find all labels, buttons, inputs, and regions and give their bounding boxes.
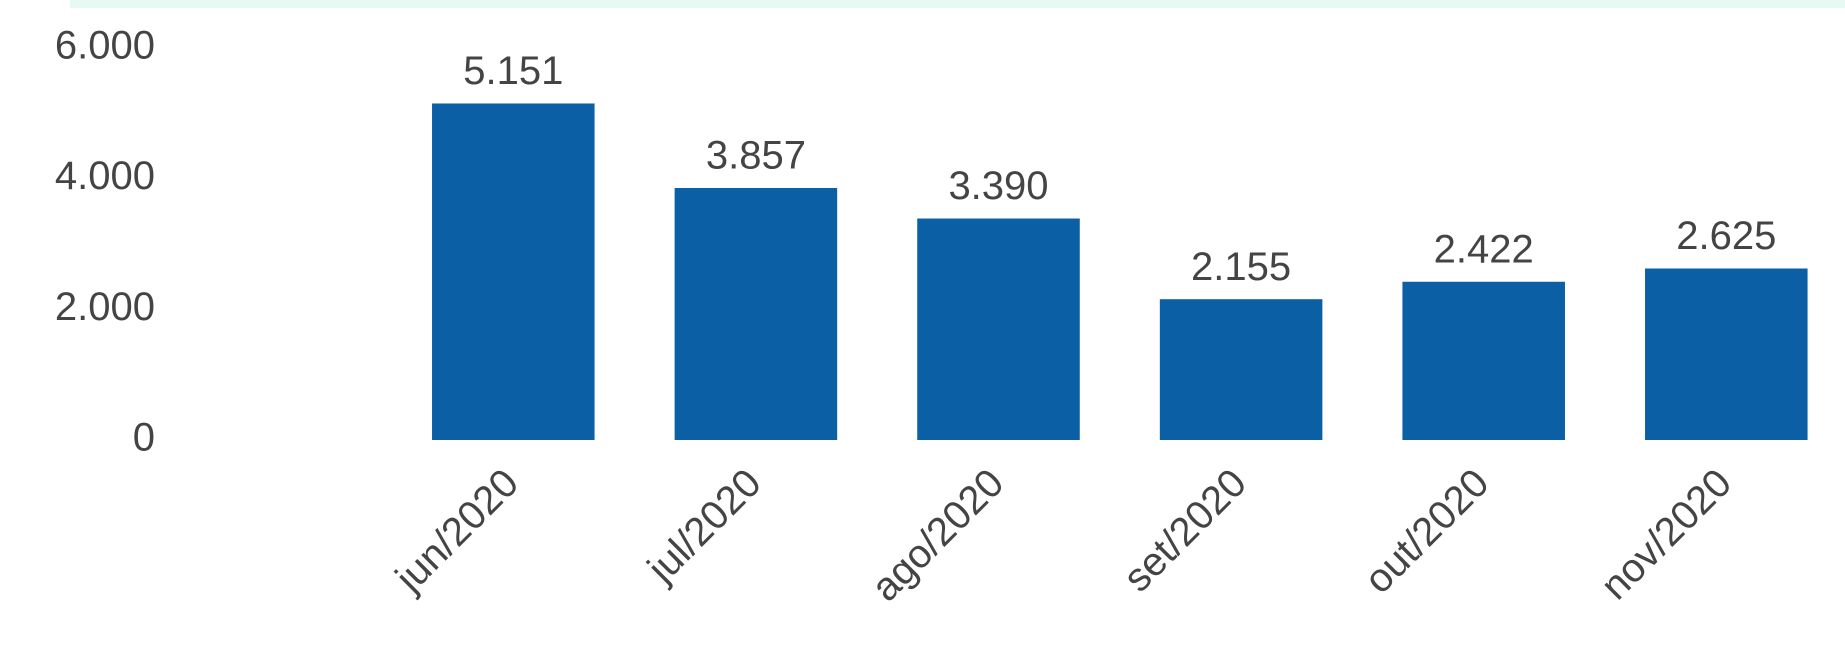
value-label: 2.625 — [1676, 214, 1776, 258]
x-tick-label: nov/2020 — [1593, 461, 1740, 608]
bar — [1159, 299, 1323, 440]
bar — [432, 103, 595, 440]
y-tick-label: 0 — [133, 416, 155, 460]
y-tick-label: 2.000 — [55, 285, 155, 329]
value-label: 5.151 — [463, 49, 563, 93]
bar — [1645, 268, 1808, 440]
x-tick-label: ago/2020 — [863, 461, 1012, 610]
bar — [674, 188, 838, 440]
bar — [1402, 281, 1565, 440]
x-tick-label: jun/2020 — [387, 461, 527, 601]
top-strip — [70, 0, 1845, 8]
value-label: 2.422 — [1434, 227, 1534, 271]
bar — [917, 218, 1080, 440]
x-tick-label: out/2020 — [1356, 461, 1497, 602]
y-tick-label: 6.000 — [55, 24, 155, 68]
value-label: 3.390 — [948, 164, 1048, 208]
x-tick-label: jul/2020 — [639, 461, 770, 592]
value-label: 2.155 — [1191, 245, 1291, 289]
x-tick-label: set/2020 — [1115, 461, 1255, 601]
y-tick-label: 4.000 — [55, 154, 155, 198]
value-label: 3.857 — [706, 134, 806, 178]
